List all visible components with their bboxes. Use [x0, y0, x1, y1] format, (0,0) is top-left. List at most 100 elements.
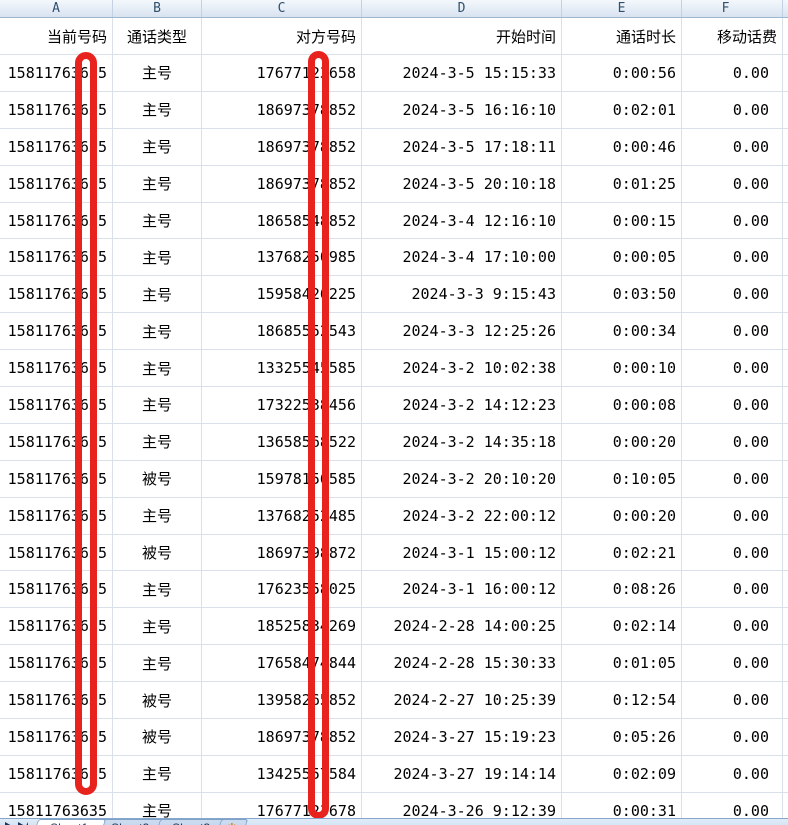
cell-start-time[interactable]: 2024-2-28 15:30:33 — [362, 645, 562, 682]
cell-peer-number[interactable]: 13425557584 — [202, 755, 362, 792]
cell-call-type[interactable]: 主号 — [113, 755, 202, 792]
cell-peer-number[interactable]: 18525834269 — [202, 608, 362, 645]
cell-start-time[interactable]: 2024-3-2 22:00:12 — [362, 497, 562, 534]
cell-peer-number[interactable]: 17658474844 — [202, 645, 362, 682]
cell-duration[interactable]: 0:00:15 — [562, 202, 682, 239]
cell-current-number[interactable]: 15811763635 — [0, 755, 113, 792]
header-cell-start-time[interactable]: 开始时间 — [362, 18, 562, 54]
cell-call-type[interactable]: 主号 — [113, 55, 202, 91]
cell-call-type[interactable]: 主号 — [113, 350, 202, 387]
cell-peer-number[interactable]: 18658548852 — [202, 202, 362, 239]
cell-duration[interactable]: 0:00:20 — [562, 497, 682, 534]
cell-current-number[interactable]: 15811763635 — [0, 350, 113, 387]
cell-call-type[interactable]: 主号 — [113, 165, 202, 202]
cell-call-type[interactable]: 主号 — [113, 571, 202, 608]
cell-fee[interactable]: 0.00 — [682, 91, 783, 128]
cell-peer-number[interactable]: 18697378852 — [202, 128, 362, 165]
cell-fee[interactable]: 0.00 — [682, 55, 783, 91]
cell-current-number[interactable]: 15811763635 — [0, 534, 113, 571]
tab-sheet3[interactable]: Sheet3 — [151, 819, 229, 825]
cell-start-time[interactable]: 2024-2-27 10:25:39 — [362, 682, 562, 719]
cell-duration[interactable]: 0:03:50 — [562, 276, 682, 313]
cell-duration[interactable]: 0:01:25 — [562, 165, 682, 202]
cell-current-number[interactable]: 15811763635 — [0, 91, 113, 128]
cell-fee[interactable]: 0.00 — [682, 276, 783, 313]
cell-peer-number[interactable]: 18697398872 — [202, 534, 362, 571]
cell-fee[interactable]: 0.00 — [682, 755, 783, 792]
cell-duration[interactable]: 0:02:21 — [562, 534, 682, 571]
cell-fee[interactable]: 0.00 — [682, 792, 783, 825]
cell-peer-number[interactable]: 18697378852 — [202, 165, 362, 202]
cell-fee[interactable]: 0.00 — [682, 571, 783, 608]
cell-start-time[interactable]: 2024-3-5 16:16:10 — [362, 91, 562, 128]
cell-current-number[interactable]: 15811763635 — [0, 313, 113, 350]
cell-peer-number[interactable]: 17322538456 — [202, 387, 362, 423]
cell-fee[interactable]: 0.00 — [682, 313, 783, 350]
cell-current-number[interactable]: 15811763635 — [0, 608, 113, 645]
column-header-f[interactable]: F — [682, 0, 783, 17]
cell-peer-number[interactable]: 17677123658 — [202, 55, 362, 91]
cell-duration[interactable]: 0:01:05 — [562, 645, 682, 682]
cell-call-type[interactable]: 主号 — [113, 276, 202, 313]
cell-start-time[interactable]: 2024-3-27 15:19:23 — [362, 719, 562, 755]
cell-start-time[interactable]: 2024-3-5 20:10:18 — [362, 165, 562, 202]
cell-current-number[interactable]: 15811763635 — [0, 792, 113, 825]
cell-fee[interactable]: 0.00 — [682, 423, 783, 460]
cell-call-type[interactable]: 主号 — [113, 608, 202, 645]
cell-peer-number[interactable]: 13658568522 — [202, 423, 362, 460]
cell-fee[interactable]: 0.00 — [682, 165, 783, 202]
cell-current-number[interactable]: 15811763635 — [0, 276, 113, 313]
cell-peer-number[interactable]: 15958426225 — [202, 276, 362, 313]
cell-start-time[interactable]: 2024-3-3 9:15:43 — [362, 276, 562, 313]
cell-duration[interactable]: 0:02:14 — [562, 608, 682, 645]
cell-peer-number[interactable]: 18697378852 — [202, 91, 362, 128]
column-header-d[interactable]: D — [362, 0, 562, 17]
header-cell-mobile-fee[interactable]: 移动话费 — [682, 18, 783, 54]
header-cell-call-type[interactable]: 通话类型 — [113, 18, 202, 54]
cell-duration[interactable]: 0:00:05 — [562, 239, 682, 276]
column-header-b[interactable]: B — [113, 0, 202, 17]
cell-duration[interactable]: 0:00:08 — [562, 387, 682, 423]
cell-current-number[interactable]: 15811763635 — [0, 387, 113, 423]
cell-fee[interactable]: 0.00 — [682, 350, 783, 387]
cell-start-time[interactable]: 2024-3-2 20:10:20 — [362, 460, 562, 497]
cell-duration[interactable]: 0:08:26 — [562, 571, 682, 608]
cell-call-type[interactable]: 主号 — [113, 313, 202, 350]
cell-peer-number[interactable]: 13325545585 — [202, 350, 362, 387]
cell-start-time[interactable]: 2024-3-2 14:12:23 — [362, 387, 562, 423]
cell-start-time[interactable]: 2024-3-3 12:25:26 — [362, 313, 562, 350]
header-cell-peer-number[interactable]: 对方号码 — [202, 18, 362, 54]
cell-duration[interactable]: 0:00:10 — [562, 350, 682, 387]
cell-start-time[interactable]: 2024-3-5 15:15:33 — [362, 55, 562, 91]
header-cell-current-number[interactable]: 当前号码 — [0, 18, 113, 54]
cell-peer-number[interactable]: 15978156585 — [202, 460, 362, 497]
cell-call-type[interactable]: 主号 — [113, 645, 202, 682]
cell-fee[interactable]: 0.00 — [682, 239, 783, 276]
cell-current-number[interactable]: 15811763635 — [0, 460, 113, 497]
cell-start-time[interactable]: 2024-3-2 10:02:38 — [362, 350, 562, 387]
cell-duration[interactable]: 0:00:56 — [562, 55, 682, 91]
cell-peer-number[interactable]: 18685552543 — [202, 313, 362, 350]
cell-call-type[interactable]: 主号 — [113, 128, 202, 165]
cell-fee[interactable]: 0.00 — [682, 534, 783, 571]
cell-current-number[interactable]: 15811763635 — [0, 128, 113, 165]
cell-duration[interactable]: 0:00:20 — [562, 423, 682, 460]
cell-current-number[interactable]: 15811763635 — [0, 497, 113, 534]
cell-start-time[interactable]: 2024-3-4 17:10:00 — [362, 239, 562, 276]
cell-call-type[interactable]: 主号 — [113, 202, 202, 239]
cell-fee[interactable]: 0.00 — [682, 682, 783, 719]
cell-duration[interactable]: 0:00:46 — [562, 128, 682, 165]
cell-start-time[interactable]: 2024-3-26 9:12:39 — [362, 792, 562, 825]
cell-start-time[interactable]: 2024-2-28 14:00:25 — [362, 608, 562, 645]
cell-duration[interactable]: 0:02:01 — [562, 91, 682, 128]
cell-duration[interactable]: 0:05:26 — [562, 719, 682, 755]
scroll-last-icon[interactable] — [18, 822, 28, 825]
cell-start-time[interactable]: 2024-3-27 19:14:14 — [362, 755, 562, 792]
cell-fee[interactable]: 0.00 — [682, 645, 783, 682]
cell-current-number[interactable]: 15811763635 — [0, 682, 113, 719]
cell-duration[interactable]: 0:00:34 — [562, 313, 682, 350]
cell-current-number[interactable]: 15811763635 — [0, 645, 113, 682]
cell-call-type[interactable]: 主号 — [113, 239, 202, 276]
cell-peer-number[interactable]: 17623558025 — [202, 571, 362, 608]
cell-fee[interactable]: 0.00 — [682, 608, 783, 645]
